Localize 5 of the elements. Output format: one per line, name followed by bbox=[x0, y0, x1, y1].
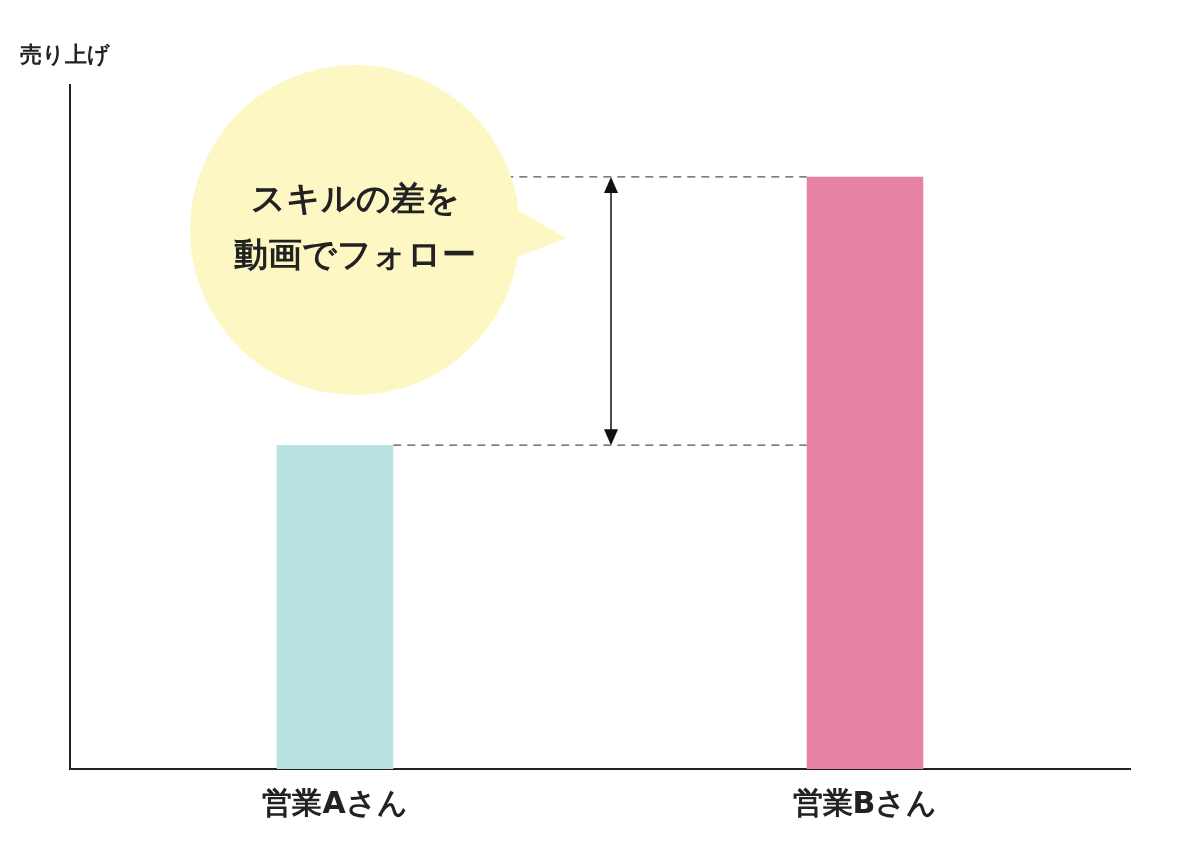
annotation: 動画でフォロー bbox=[234, 233, 476, 276]
y-axis-title: 売り上げ bbox=[20, 41, 110, 69]
x-tick-label: 営業Bさん bbox=[792, 784, 938, 820]
x-tick-label: 営業Aさん bbox=[262, 784, 408, 820]
annotation: スキルの差を bbox=[250, 177, 460, 220]
